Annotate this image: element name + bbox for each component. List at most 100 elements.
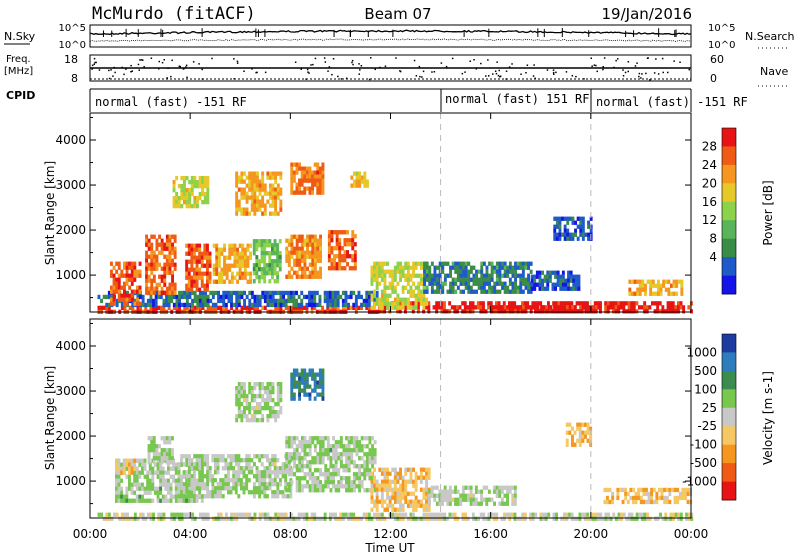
- data-cell: [180, 204, 184, 209]
- data-cell: [574, 278, 578, 283]
- data-cell: [263, 474, 267, 479]
- data-cell: [363, 175, 367, 180]
- data-cell: [485, 277, 489, 282]
- data-cell: [263, 267, 267, 272]
- data-cell: [480, 497, 483, 502]
- data-cell: [240, 418, 244, 423]
- data-cell: [427, 309, 431, 314]
- data-cell: [647, 499, 651, 505]
- data-cell: [224, 478, 228, 483]
- data-cell: [539, 516, 543, 521]
- data-cell: [295, 456, 299, 461]
- data-cell: [295, 166, 299, 171]
- data-cell: [252, 263, 256, 268]
- data-cell: [173, 250, 177, 255]
- freq-label: Freq.: [6, 54, 31, 65]
- data-cell: [419, 277, 423, 282]
- data-cell: [269, 382, 272, 387]
- data-cell: [404, 309, 407, 314]
- data-cell: [198, 478, 202, 483]
- data-cell: [316, 170, 320, 175]
- data-cell: [378, 512, 382, 517]
- data-cell: [419, 503, 423, 508]
- data-cell: [601, 516, 605, 521]
- data-cell: [206, 512, 210, 517]
- data-cell: [539, 512, 543, 517]
- data-cell: [198, 458, 202, 463]
- data-cell: [432, 512, 436, 517]
- data-cell: [330, 250, 334, 255]
- data-cell: [345, 488, 348, 493]
- data-cell: [531, 516, 535, 521]
- data-cell: [459, 273, 463, 278]
- data-cell: [253, 294, 257, 300]
- data-cell: [511, 265, 515, 270]
- data-cell: [261, 199, 265, 204]
- data-cell: [578, 516, 582, 521]
- data-cell: [243, 195, 246, 200]
- data-cell: [300, 512, 304, 517]
- nave-dot: [480, 62, 482, 65]
- data-cell: [285, 258, 289, 263]
- data-cell: [193, 466, 197, 471]
- data-cell: [456, 309, 459, 314]
- data-cell: [227, 470, 230, 475]
- data-cell: [331, 294, 335, 300]
- data-cell: [237, 302, 241, 308]
- data-cell: [273, 482, 277, 487]
- data-cell: [546, 274, 550, 279]
- nave-dot: [171, 59, 173, 62]
- data-cell: [371, 476, 374, 481]
- data-cell: [628, 287, 632, 292]
- data-cell: [308, 464, 312, 469]
- data-cell: [238, 259, 242, 264]
- data-cell: [534, 305, 538, 310]
- data-cell: [198, 184, 202, 189]
- data-cell: [279, 290, 283, 296]
- data-cell: [128, 466, 131, 471]
- data-cell: [230, 275, 234, 280]
- data-cell: [586, 512, 590, 517]
- data-cell: [319, 250, 322, 255]
- data-cell: [479, 309, 483, 314]
- data-cell: [253, 203, 257, 208]
- data-cell: [443, 273, 447, 278]
- data-cell: [206, 294, 210, 300]
- data-cell: [527, 289, 530, 294]
- data-cell: [342, 468, 346, 473]
- data-cell: [321, 166, 325, 171]
- data-cell: [263, 275, 267, 280]
- data-cell: [352, 290, 356, 296]
- data-cell: [219, 305, 223, 310]
- data-cell: [566, 220, 570, 225]
- data-cell: [581, 422, 585, 427]
- data-cell: [266, 294, 270, 300]
- data-cell: [193, 255, 196, 260]
- data-cell: [380, 261, 384, 266]
- data-cell: [332, 464, 335, 469]
- data-cell: [238, 267, 242, 272]
- nave-dot: [602, 68, 604, 71]
- data-cell: [306, 472, 309, 477]
- data-cell: [242, 474, 246, 479]
- data-cell: [319, 274, 322, 279]
- data-cell: [581, 512, 584, 517]
- data-cell: [133, 466, 137, 471]
- data-cell: [506, 265, 510, 270]
- data-cell: [285, 488, 289, 493]
- data-cell: [313, 274, 317, 279]
- data-cell: [386, 467, 389, 472]
- data-cell: [243, 406, 246, 411]
- data-cell: [425, 487, 428, 492]
- data-cell: [578, 512, 582, 517]
- data-cell: [668, 499, 672, 505]
- data-cell: [640, 516, 644, 521]
- data-cell: [334, 290, 337, 296]
- data-cell: [146, 512, 150, 517]
- data-cell: [555, 512, 558, 517]
- data-cell: [548, 270, 552, 275]
- nave-dot: [638, 75, 640, 78]
- colorbar-swatch: [722, 352, 736, 372]
- data-cell: [172, 494, 176, 499]
- data-cell: [524, 285, 528, 290]
